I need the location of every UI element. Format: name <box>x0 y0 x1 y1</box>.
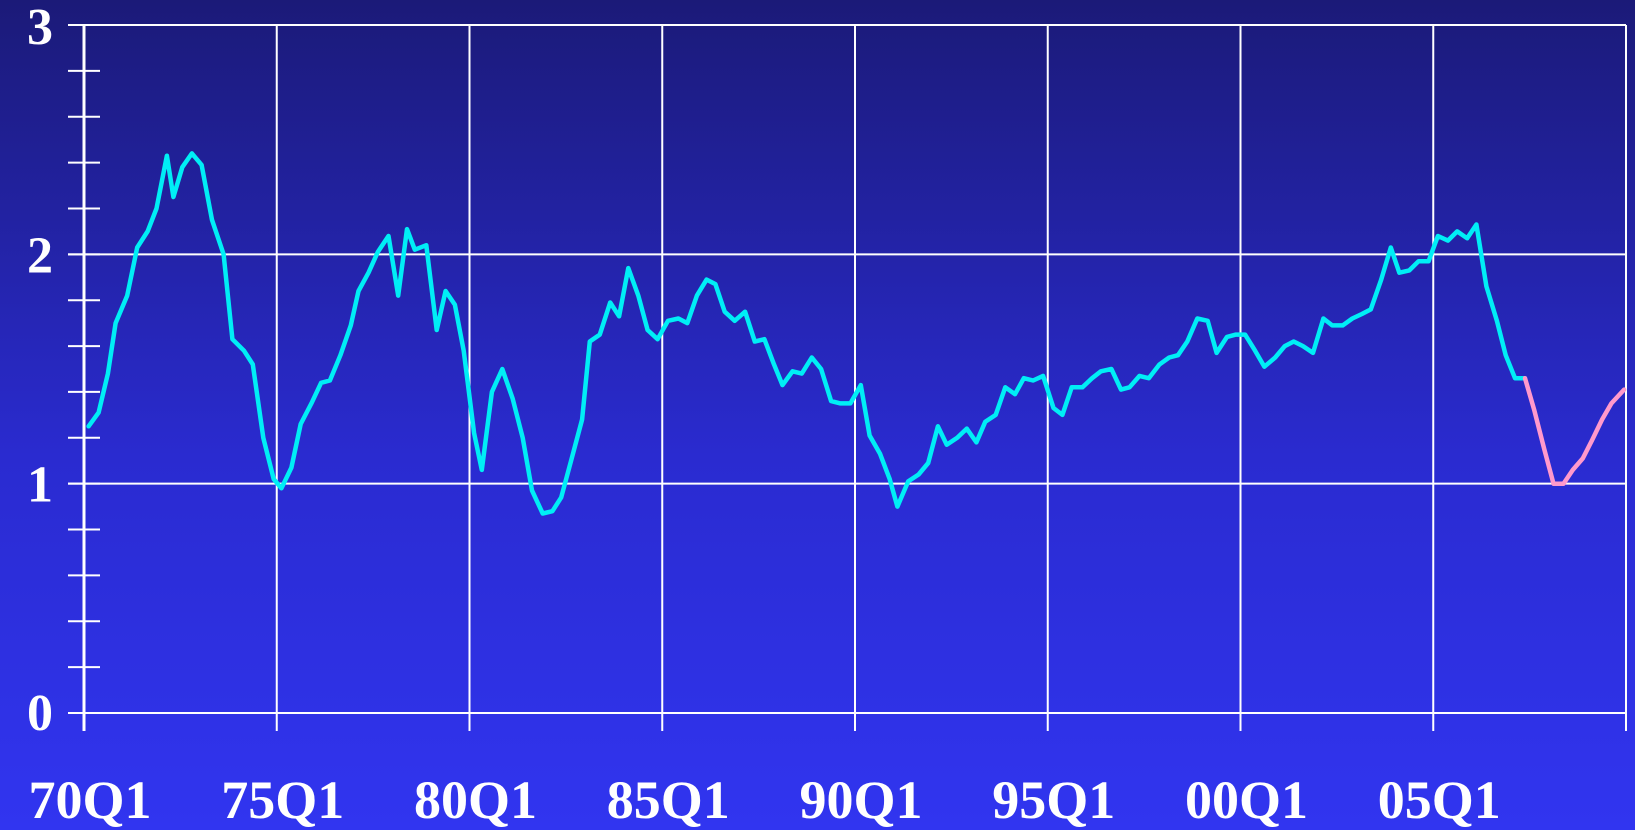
series-line-0 <box>86 151 1528 516</box>
y-tick-label: 3 <box>27 0 53 56</box>
y-tick-label: 1 <box>27 457 53 514</box>
series-layer <box>86 151 1627 516</box>
x-tick-label: 90Q1 <box>799 770 922 830</box>
x-tick-label: 85Q1 <box>607 770 730 830</box>
x-tick-label: 95Q1 <box>992 770 1115 830</box>
x-tick-label: 80Q1 <box>414 770 537 830</box>
y-tick-label: 2 <box>27 227 53 284</box>
x-tick-label: 70Q1 <box>28 770 151 830</box>
x-tick-labels: 70Q1 75Q1 80Q1 85Q1 90Q1 95Q1 00Q1 05Q1 <box>28 770 1500 830</box>
y-tick-label: 0 <box>27 685 53 742</box>
y-axis <box>68 24 100 731</box>
x-tick-label: 00Q1 <box>1185 770 1308 830</box>
series-line-1 <box>1522 375 1627 486</box>
y-tick-labels: 0 1 2 3 <box>27 0 53 742</box>
x-tick-label: 05Q1 <box>1378 770 1501 830</box>
x-tick-label: 75Q1 <box>221 770 344 830</box>
grid <box>68 24 1627 731</box>
